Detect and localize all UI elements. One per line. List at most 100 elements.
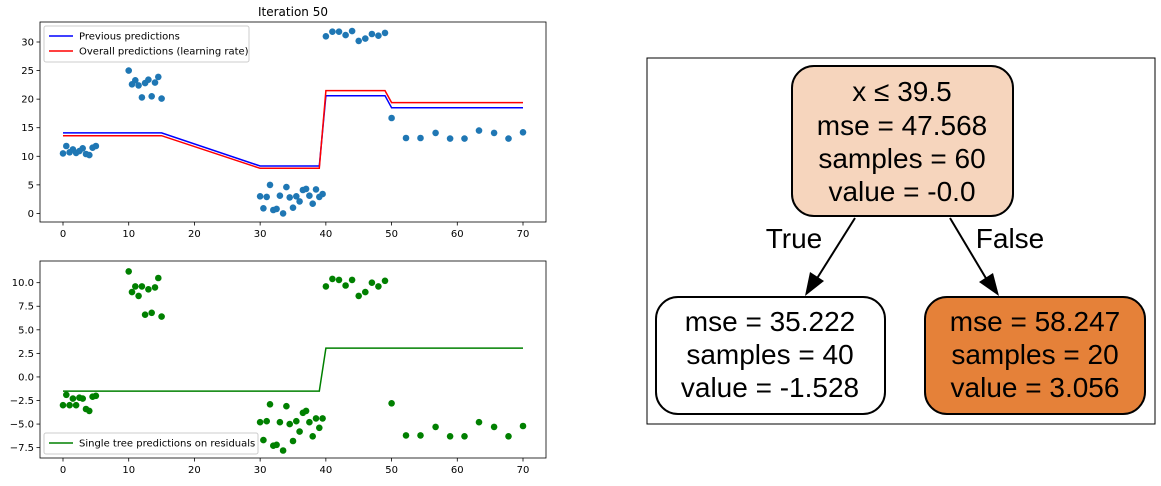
data-point	[432, 129, 439, 137]
data-point	[79, 145, 86, 152]
data-point	[138, 94, 146, 101]
data-point	[312, 186, 320, 193]
y-tick-label: 10.0	[12, 278, 34, 289]
data-point	[276, 418, 284, 426]
data-point	[342, 282, 349, 289]
data-point	[335, 28, 343, 35]
y-tick-label: 10	[21, 152, 34, 163]
data-point	[145, 76, 152, 83]
x-tick-label: 20	[188, 465, 201, 476]
data-point	[475, 418, 483, 426]
data-point	[329, 28, 336, 35]
data-point	[256, 418, 264, 426]
data-point	[289, 437, 297, 445]
data-point	[72, 401, 80, 409]
edge-true-line	[815, 217, 856, 281]
data-point	[293, 417, 300, 425]
x-tick-label: 30	[254, 229, 267, 240]
data-point	[263, 417, 271, 425]
data-point	[490, 129, 498, 137]
data-point	[279, 447, 287, 454]
tree-node-right-leaf	[924, 296, 1146, 415]
data-point	[309, 200, 317, 207]
y-axis-ticks: −7.5 −5.0 −2.5 0.0 2.5 5.0 7.5 10.0	[10, 278, 40, 454]
y-tick-label: 0.0	[18, 372, 34, 383]
legend-label-residual-tree: Single tree predictions on residuals	[79, 439, 255, 450]
x-tick-label: 0	[60, 465, 66, 476]
x-tick-label: 70	[517, 229, 530, 240]
data-point	[329, 275, 336, 283]
data-point	[128, 288, 136, 296]
data-point	[490, 423, 498, 431]
data-point	[402, 134, 410, 142]
data-point	[125, 67, 132, 74]
x-tick-label: 60	[451, 229, 464, 240]
data-point	[519, 422, 527, 430]
legend-box	[43, 25, 250, 63]
data-point	[132, 77, 139, 84]
plot-frame	[39, 260, 547, 459]
root-split-condition: x ≤ 39.5	[852, 76, 951, 107]
x-axis-ticks: 0 10 20 30 40 50 60 70	[60, 222, 530, 240]
data-point	[322, 283, 330, 290]
data-point	[402, 432, 410, 439]
data-point	[63, 142, 70, 150]
data-point	[348, 27, 356, 35]
y-tick-label: 0	[28, 209, 34, 220]
data-point	[273, 205, 280, 213]
data-point	[135, 292, 142, 300]
series-line-1	[63, 89, 523, 170]
legend: Previous predictions Overall predictions…	[43, 25, 250, 63]
data-point	[312, 415, 320, 422]
chart-title: Iteration 50	[258, 5, 328, 19]
x-tick-label: 10	[122, 229, 135, 240]
tree-node-left-leaf	[655, 296, 886, 415]
data-point	[417, 432, 424, 439]
y-tick-label: 7.5	[18, 302, 34, 313]
data-point	[319, 190, 326, 198]
residual-points	[59, 268, 527, 454]
data-point	[286, 420, 294, 428]
residuals-chart: 0 10 20 30 40 50 60 70 −7.5 −5.0 −2.5 0.0 2.5 5.0 7.5…	[10, 260, 547, 476]
data-point	[461, 433, 468, 440]
root-mse: mse = 47.568	[817, 110, 987, 141]
data-point	[368, 279, 376, 287]
x-tick-label: 20	[188, 229, 201, 240]
legend-box	[43, 432, 259, 455]
data-point	[505, 135, 512, 142]
data-point	[302, 407, 310, 415]
data-point	[335, 276, 343, 284]
predictions-chart: Iteration 50 0 10 20 30 40 50 60 70 0 5 10 15 20 25 3…	[21, 5, 547, 240]
data-point	[256, 193, 264, 200]
data-point	[151, 79, 159, 86]
decision-tree: True False x ≤ 39.5 mse = 47.568 samples…	[646, 57, 1156, 425]
data-point	[381, 277, 389, 285]
root-samples: samples = 60	[818, 143, 985, 174]
data-point	[69, 395, 77, 402]
data-point	[309, 433, 317, 440]
y-tick-label: 2.5	[18, 349, 34, 360]
data-point	[461, 135, 468, 142]
y-tick-label: 5.0	[18, 325, 34, 336]
y-tick-label: 20	[21, 95, 34, 106]
data-point	[475, 127, 483, 134]
data-point	[342, 31, 349, 39]
data-point	[151, 284, 159, 291]
left-mse: mse = 35.222	[685, 306, 855, 337]
edge-true-arrowhead	[805, 272, 824, 296]
data-point	[260, 205, 267, 212]
data-point	[355, 37, 363, 45]
x-tick-label: 40	[319, 465, 332, 476]
right-samples: samples = 20	[951, 339, 1118, 370]
data-point	[266, 181, 274, 189]
y-tick-label: 25	[21, 66, 34, 77]
data-point	[296, 198, 303, 205]
edge-label-true: True	[766, 223, 823, 254]
y-tick-label: −5.0	[10, 420, 34, 431]
data-point	[59, 401, 67, 409]
y-tick-label: −2.5	[10, 396, 34, 407]
edge-false-arrowhead	[979, 273, 999, 296]
y-tick-label: 15	[21, 123, 34, 134]
